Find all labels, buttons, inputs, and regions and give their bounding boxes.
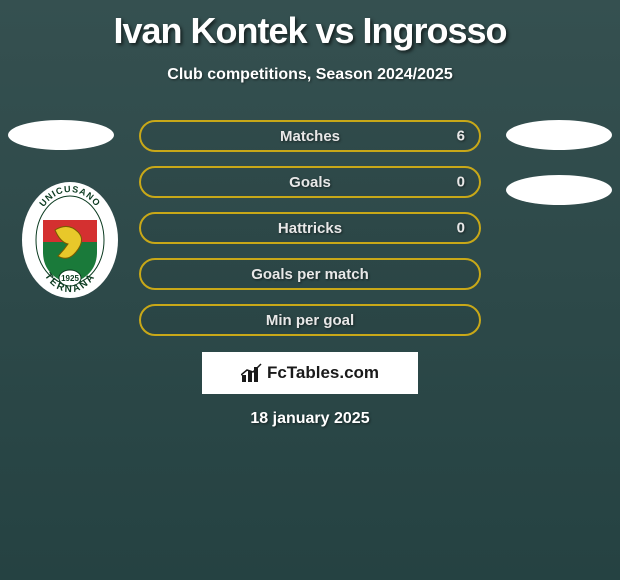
stat-row-min-per-goal: Min per goal (139, 304, 481, 336)
club-badge-icon: 1925 UNICUSANO TERNANA (20, 180, 120, 300)
branding-text: FcTables.com (267, 363, 379, 383)
stat-value-right: 0 (457, 220, 465, 237)
stat-value-right: 0 (457, 174, 465, 191)
stat-label: Goals (289, 174, 331, 191)
page-subtitle: Club competitions, Season 2024/2025 (0, 66, 620, 84)
footer-date: 18 january 2025 (250, 410, 369, 428)
stat-value-right: 6 (457, 128, 465, 145)
badge-year: 1925 (61, 274, 79, 283)
stat-row-hattricks: Hattricks 0 (139, 212, 481, 244)
bars-icon (241, 363, 263, 383)
stat-row-goals: Goals 0 (139, 166, 481, 198)
stat-row-matches: Matches 6 (139, 120, 481, 152)
branding-box: FcTables.com (202, 352, 418, 394)
flag-right-top (506, 120, 612, 150)
stat-label: Min per goal (266, 312, 354, 329)
stats-panel: Matches 6 Goals 0 Hattricks 0 Goals per … (139, 120, 481, 350)
page-title: Ivan Kontek vs Ingrosso (0, 0, 620, 52)
club-badge: 1925 UNICUSANO TERNANA (20, 180, 120, 300)
stat-label: Goals per match (251, 266, 369, 283)
flag-right-bottom (506, 175, 612, 205)
flag-left (8, 120, 114, 150)
stat-label: Hattricks (278, 220, 342, 237)
stat-row-goals-per-match: Goals per match (139, 258, 481, 290)
stat-label: Matches (280, 128, 340, 145)
